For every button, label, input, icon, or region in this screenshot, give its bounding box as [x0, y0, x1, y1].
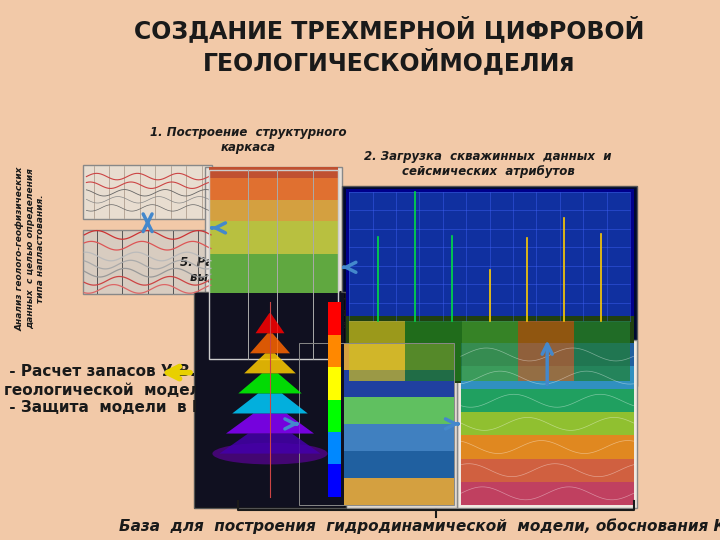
- FancyBboxPatch shape: [346, 189, 634, 383]
- Text: 1. Построение  структурного
каркаса: 1. Построение структурного каркаса: [150, 126, 347, 154]
- FancyBboxPatch shape: [299, 424, 454, 451]
- Text: Анализ геолого-геофизических
данных  с целью определения
типа напластования.: Анализ геолого-геофизических данных с це…: [15, 166, 45, 330]
- Text: СОЗДАНИЕ ТРЕХМЕРНОЙ ЦИФРОВОЙ: СОЗДАНИЕ ТРЕХМЕРНОЙ ЦИФРОВОЙ: [134, 16, 644, 43]
- FancyBboxPatch shape: [461, 413, 634, 435]
- FancyBboxPatch shape: [328, 367, 341, 400]
- FancyBboxPatch shape: [83, 165, 212, 219]
- FancyBboxPatch shape: [462, 321, 518, 381]
- FancyBboxPatch shape: [342, 186, 637, 386]
- FancyBboxPatch shape: [405, 321, 462, 381]
- Ellipse shape: [212, 443, 328, 464]
- Polygon shape: [238, 373, 302, 394]
- FancyBboxPatch shape: [461, 482, 634, 505]
- FancyBboxPatch shape: [209, 221, 338, 254]
- FancyBboxPatch shape: [349, 321, 405, 381]
- FancyBboxPatch shape: [209, 297, 338, 329]
- FancyBboxPatch shape: [209, 254, 338, 297]
- FancyBboxPatch shape: [209, 178, 338, 200]
- FancyBboxPatch shape: [209, 200, 338, 221]
- FancyBboxPatch shape: [461, 389, 634, 413]
- Text: 2. Загрузка  скважинных  данных  и
сейсмических  атрибутов: 2. Загрузка скважинных данных и сейсмиче…: [364, 150, 612, 178]
- Text: 4. Построение
литологической
модели пласта и
выделение: 4. Построение литологической модели плас…: [323, 285, 431, 329]
- FancyBboxPatch shape: [328, 400, 341, 432]
- FancyBboxPatch shape: [299, 370, 454, 397]
- FancyBboxPatch shape: [328, 464, 341, 497]
- FancyBboxPatch shape: [346, 316, 634, 383]
- FancyBboxPatch shape: [461, 435, 634, 458]
- FancyBboxPatch shape: [574, 321, 630, 381]
- FancyBboxPatch shape: [349, 192, 630, 321]
- FancyBboxPatch shape: [196, 293, 344, 507]
- Text: База  для  построения  гидродинамической  модели, обоснования КИН: База для построения гидродинамической мо…: [120, 518, 720, 534]
- FancyBboxPatch shape: [461, 343, 634, 366]
- FancyBboxPatch shape: [299, 451, 454, 478]
- Text: - Расчет запасов У.В. по
геологической  модели 3Д.
 - Защита  модели  в ГКЗ.: - Расчет запасов У.В. по геологической м…: [4, 364, 246, 415]
- Polygon shape: [256, 313, 284, 333]
- FancyBboxPatch shape: [457, 340, 637, 508]
- Polygon shape: [244, 353, 296, 373]
- FancyBboxPatch shape: [299, 478, 454, 505]
- FancyBboxPatch shape: [205, 167, 342, 362]
- FancyBboxPatch shape: [299, 397, 454, 424]
- FancyBboxPatch shape: [328, 335, 341, 367]
- FancyBboxPatch shape: [461, 458, 634, 482]
- FancyBboxPatch shape: [194, 292, 346, 508]
- FancyBboxPatch shape: [328, 432, 341, 464]
- FancyBboxPatch shape: [518, 321, 574, 381]
- Polygon shape: [233, 394, 307, 414]
- FancyBboxPatch shape: [83, 230, 212, 294]
- FancyBboxPatch shape: [299, 343, 454, 370]
- FancyBboxPatch shape: [461, 366, 634, 389]
- FancyBboxPatch shape: [328, 302, 341, 335]
- Polygon shape: [250, 333, 290, 353]
- Polygon shape: [226, 414, 314, 434]
- Text: 3. Построение куба
пористости,
проницаемости: 3. Построение куба пористости, проницаем…: [483, 299, 608, 332]
- Polygon shape: [220, 434, 320, 454]
- Text: 5. Расчет насыщения,
выделение залежи: 5. Расчет насыщения, выделение залежи: [181, 255, 330, 284]
- FancyBboxPatch shape: [295, 340, 457, 508]
- Text: ГЕОЛОГИЧЕСКОЙМОДЕЛИя: ГЕОЛОГИЧЕСКОЙМОДЕЛИя: [202, 49, 575, 76]
- FancyBboxPatch shape: [209, 167, 338, 178]
- FancyBboxPatch shape: [209, 329, 338, 359]
